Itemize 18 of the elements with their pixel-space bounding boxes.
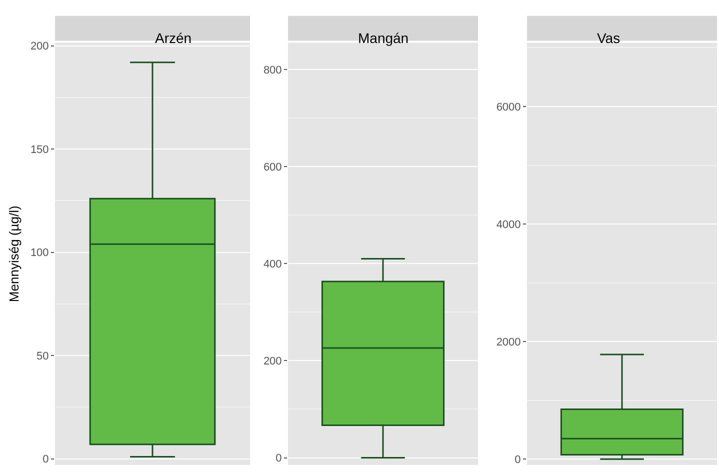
y-tick-label: 0 <box>514 454 521 466</box>
y-tick-label: 400 <box>263 258 282 270</box>
y-tick-label: 6000 <box>496 101 521 114</box>
y-tick-label: 200 <box>263 356 282 368</box>
y-tick-label: 200 <box>30 40 49 53</box>
chart-title: Mangán <box>358 30 409 46</box>
y-tick-label: 150 <box>30 144 49 156</box>
y-tick-label: 100 <box>30 247 49 260</box>
y-tick-label: 2000 <box>496 336 521 348</box>
y-tick-label: 4000 <box>496 218 521 231</box>
y-axis-title: Mennyiség (µg/l) <box>6 206 22 302</box>
y-tick-label: 800 <box>263 64 282 76</box>
chart-title: Arzén <box>155 30 192 46</box>
y-tick-label: 0 <box>276 452 282 465</box>
y-tick-label: 600 <box>263 161 282 174</box>
y-tick-label: 0 <box>42 454 49 466</box>
chart-title: Vas <box>597 30 620 46</box>
y-tick-label: 50 <box>36 350 49 362</box>
